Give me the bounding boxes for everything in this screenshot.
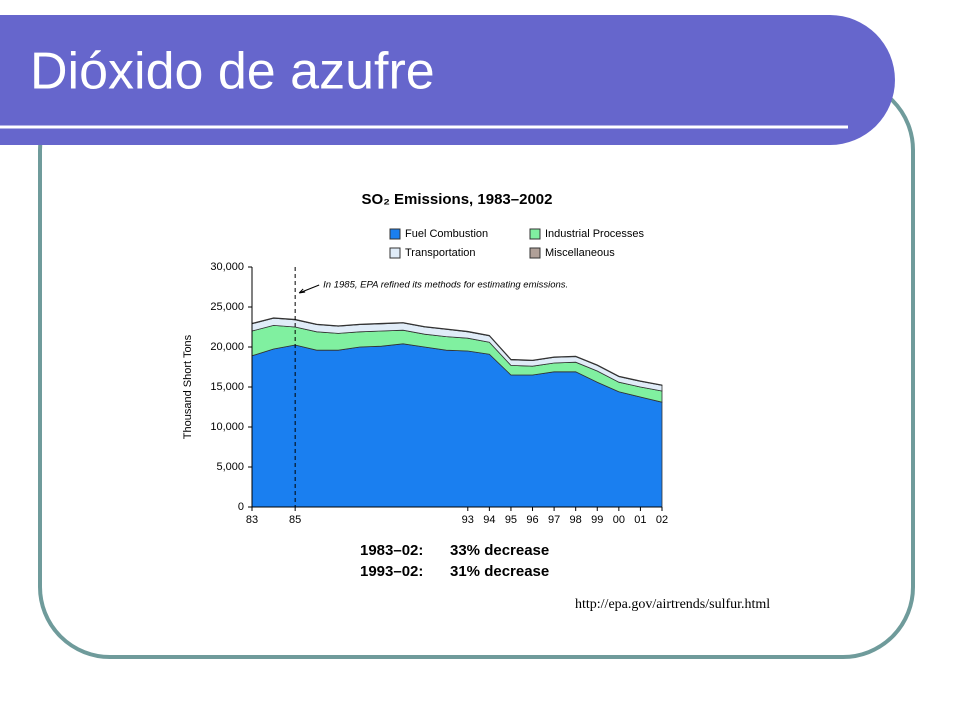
area: [251, 317, 663, 386]
x-tick-label: 95: [505, 514, 517, 526]
y-axis-label: Thousand Short Tons: [182, 334, 194, 439]
x-tick-label: 97: [548, 514, 560, 526]
title-band: [0, 15, 895, 145]
x-tick-label: 98: [570, 514, 582, 526]
legend-label: Miscellaneous: [545, 247, 615, 259]
x-tick-label: 83: [246, 514, 258, 526]
y-tick-label: 10,000: [210, 421, 244, 433]
legend-label: Fuel Combustion: [405, 228, 488, 240]
y-tick-label: 20,000: [210, 341, 244, 353]
annotation-arrow: [298, 284, 320, 294]
x-tick-label: 94: [483, 514, 495, 526]
note-change: 31% decrease: [450, 563, 549, 580]
x-tick-label: 02: [656, 514, 668, 526]
note-period: 1983–02:: [360, 542, 423, 559]
x-tick-label: 01: [634, 514, 646, 526]
note-change: 33% decrease: [450, 542, 549, 559]
source: http://epa.gov/airtrends/sulfur.html: [575, 597, 770, 612]
legend-swatch: [389, 228, 401, 240]
y-tick-label: 0: [238, 501, 244, 513]
chart-title: SO₂ Emissions, 1983–2002: [362, 191, 553, 208]
annotation: In 1985, EPA refined its methods for est…: [323, 280, 568, 291]
slide-title: Dióxido de azufre: [30, 43, 435, 101]
note-period: 1993–02:: [360, 563, 423, 580]
legend-label: Transportation: [405, 247, 476, 259]
legend-swatch: [529, 247, 541, 259]
y-tick-label: 30,000: [210, 261, 244, 273]
x-tick-label: 99: [591, 514, 603, 526]
x-tick-label: 93: [462, 514, 474, 526]
x-tick-label: 00: [613, 514, 625, 526]
legend-swatch: [389, 247, 401, 259]
y-tick-label: 5,000: [216, 461, 244, 473]
y-tick-label: 25,000: [210, 301, 244, 313]
legend-label: Industrial Processes: [545, 228, 645, 240]
legend-swatch: [529, 228, 541, 240]
x-tick-label: 85: [289, 514, 301, 526]
y-tick-label: 15,000: [210, 381, 244, 393]
x-tick-label: 96: [526, 514, 538, 526]
